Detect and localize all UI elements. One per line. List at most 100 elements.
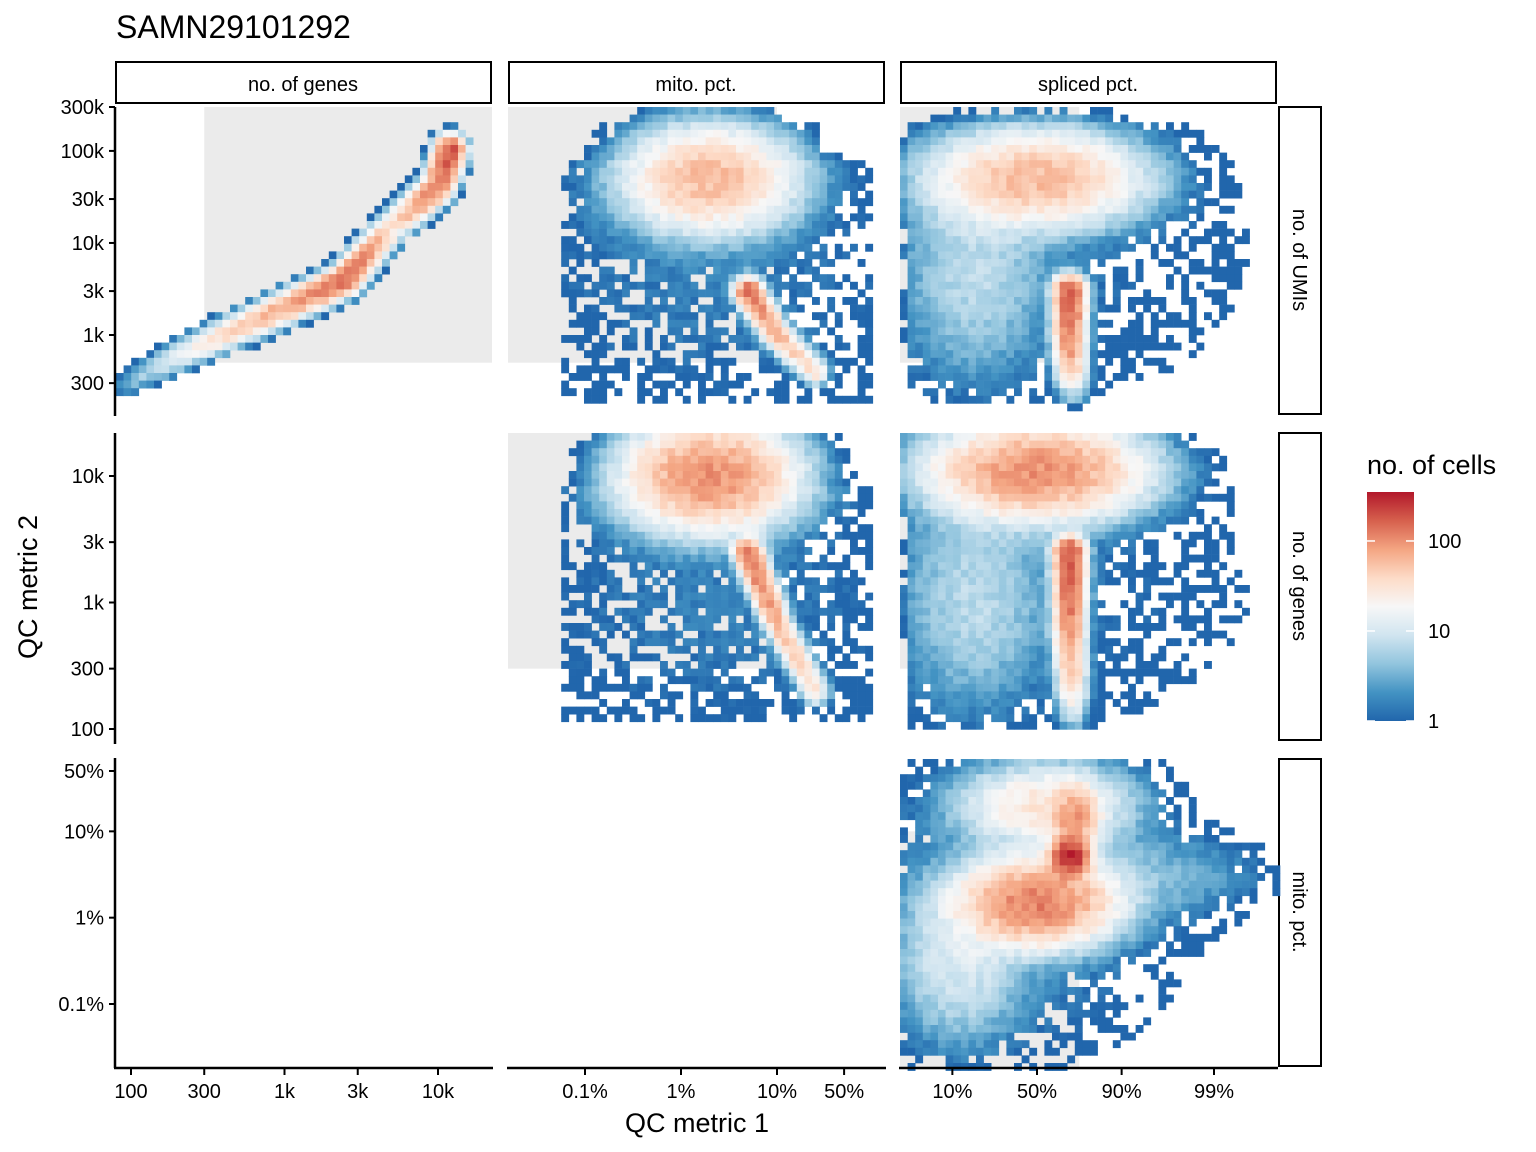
heatmap-cell bbox=[199, 319, 208, 328]
heatmap-cell bbox=[698, 493, 706, 502]
heatmap-cell bbox=[1135, 221, 1144, 229]
heatmap-cell bbox=[907, 312, 916, 321]
heatmap-cell bbox=[576, 160, 585, 169]
heatmap-cell bbox=[751, 319, 760, 328]
heatmap-cell bbox=[412, 183, 421, 191]
heatmap-cell bbox=[751, 448, 760, 457]
heatmap-cell bbox=[1166, 455, 1174, 464]
heatmap-cell bbox=[960, 448, 969, 457]
heatmap-cell bbox=[1105, 380, 1114, 389]
heatmap-cell bbox=[660, 213, 668, 222]
heatmap-cell bbox=[705, 145, 714, 153]
heatmap-cell bbox=[804, 251, 813, 260]
heatmap-cell bbox=[675, 266, 684, 275]
heatmap-cell bbox=[976, 569, 984, 578]
heatmap-cell bbox=[998, 297, 1007, 305]
heatmap-cell bbox=[591, 289, 600, 298]
heatmap-cell bbox=[690, 129, 699, 138]
heatmap-cell bbox=[1044, 562, 1053, 571]
heatmap-cell bbox=[758, 455, 767, 464]
heatmap-cell bbox=[667, 562, 676, 571]
heatmap-cell bbox=[751, 486, 760, 495]
heatmap-cell bbox=[907, 501, 916, 510]
heatmap-cell bbox=[690, 577, 699, 586]
heatmap-cell bbox=[938, 175, 946, 184]
heatmap-cell bbox=[599, 615, 608, 624]
heatmap-cell bbox=[720, 129, 729, 138]
heatmap-cell bbox=[865, 524, 874, 533]
heatmap-cell bbox=[953, 448, 962, 457]
heatmap-cell bbox=[751, 645, 760, 654]
heatmap-cell bbox=[591, 630, 600, 639]
heatmap-cell bbox=[1150, 509, 1159, 517]
heatmap-cell bbox=[1067, 531, 1076, 540]
heatmap-cell bbox=[1188, 145, 1197, 153]
heatmap-cell bbox=[728, 357, 737, 366]
heatmap-cell bbox=[736, 630, 744, 639]
heatmap-cell bbox=[644, 312, 653, 321]
heatmap-cell bbox=[774, 175, 782, 184]
heatmap-cell bbox=[1226, 547, 1235, 555]
heatmap-cell bbox=[313, 266, 322, 275]
heatmap-cell bbox=[758, 516, 767, 525]
heatmap-cell bbox=[796, 289, 805, 298]
heatmap-cell bbox=[614, 516, 623, 525]
heatmap-cell bbox=[644, 152, 653, 161]
heatmap-cell bbox=[1158, 259, 1167, 267]
heatmap-cell bbox=[1074, 562, 1083, 571]
heatmap-cell bbox=[606, 228, 615, 237]
heatmap-cell bbox=[1181, 122, 1190, 131]
heatmap-cell bbox=[660, 509, 668, 517]
heatmap-cell bbox=[834, 471, 843, 479]
heatmap-cell bbox=[900, 190, 908, 199]
heatmap-cell bbox=[968, 221, 977, 229]
heatmap-cell bbox=[298, 297, 307, 305]
heatmap-cell bbox=[682, 493, 691, 502]
heatmap-cell bbox=[915, 516, 924, 525]
heatmap-cell bbox=[1006, 228, 1015, 237]
heatmap-cell bbox=[998, 373, 1007, 381]
heatmap-cell bbox=[998, 122, 1007, 131]
heatmap-cell bbox=[960, 357, 969, 366]
heatmap-cell bbox=[1112, 183, 1121, 191]
heatmap-cell bbox=[713, 433, 722, 441]
heatmap-cell bbox=[766, 592, 775, 601]
heatmap-cell bbox=[728, 501, 737, 510]
heatmap-cell bbox=[1082, 175, 1091, 184]
heatmap-cell bbox=[960, 289, 969, 298]
heatmap-cell bbox=[667, 676, 676, 685]
heatmap-cell bbox=[366, 236, 375, 245]
heatmap-cell bbox=[720, 539, 729, 548]
heatmap-cell bbox=[1135, 122, 1144, 131]
heatmap-cell bbox=[667, 281, 676, 290]
heatmap-cell bbox=[789, 281, 798, 290]
heatmap-cell bbox=[812, 312, 820, 321]
heatmap-cell bbox=[675, 281, 684, 290]
heatmap-cell bbox=[1006, 577, 1015, 586]
heatmap-cell bbox=[1120, 365, 1129, 374]
heatmap-cell bbox=[1226, 183, 1235, 191]
heatmap-cell bbox=[938, 152, 946, 161]
heatmap-cell bbox=[796, 623, 805, 631]
heatmap-cell bbox=[781, 539, 790, 548]
heatmap-cell bbox=[789, 463, 798, 472]
heatmap-cell bbox=[960, 266, 969, 275]
heatmap-cell bbox=[834, 448, 843, 457]
heatmap-cell bbox=[1059, 152, 1068, 161]
heatmap-cell bbox=[720, 327, 729, 336]
heatmap-cell bbox=[766, 448, 775, 457]
heatmap-cell bbox=[1052, 205, 1060, 214]
heatmap-cell bbox=[1036, 478, 1045, 487]
heatmap-cell bbox=[728, 236, 737, 245]
heatmap-cell bbox=[1029, 266, 1038, 275]
heatmap-cell bbox=[450, 160, 459, 169]
heatmap-cell bbox=[789, 129, 798, 138]
heatmap-cell bbox=[804, 380, 813, 389]
heatmap-cell bbox=[766, 388, 775, 397]
heatmap-cell bbox=[591, 129, 600, 138]
heatmap-cell bbox=[758, 312, 767, 321]
heatmap-cell bbox=[576, 600, 585, 609]
heatmap-cell bbox=[690, 205, 699, 214]
heatmap-cell bbox=[758, 145, 767, 153]
heatmap-cell bbox=[275, 289, 284, 298]
